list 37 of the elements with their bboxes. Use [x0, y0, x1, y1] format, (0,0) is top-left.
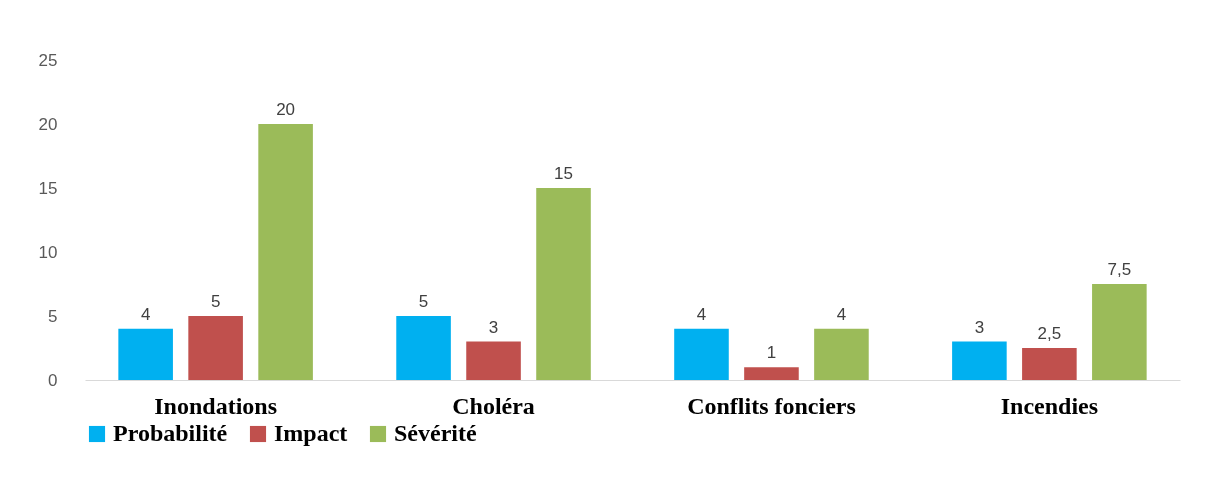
legend-label: Probabilité — [113, 420, 228, 446]
x-tick-label: Conflits fonciers — [687, 392, 856, 419]
bar — [466, 341, 521, 380]
y-tick-label: 20 — [38, 114, 58, 134]
data-label: 4 — [140, 304, 151, 324]
bar — [814, 328, 869, 380]
bar — [396, 316, 451, 380]
x-tick-label: Choléra — [452, 392, 535, 419]
y-tick-label: 15 — [38, 178, 58, 198]
data-label: 5 — [210, 292, 221, 311]
bar — [536, 188, 591, 380]
data-label: 4 — [836, 304, 847, 324]
data-label: 2,5 — [1037, 324, 1062, 343]
bar — [1092, 284, 1147, 380]
bar — [952, 341, 1007, 380]
data-label: 3 — [488, 317, 499, 337]
bar — [118, 328, 173, 380]
y-tick-label: 0 — [48, 370, 58, 390]
bar — [1022, 348, 1077, 380]
data-label: 15 — [554, 164, 573, 183]
bar — [188, 316, 243, 380]
bar — [258, 124, 313, 380]
legend-label: Impact — [274, 420, 348, 446]
x-tick-label: Incendies — [1000, 392, 1099, 419]
data-label: 1 — [766, 343, 777, 363]
y-tick-label: 10 — [38, 242, 58, 262]
legend-label: Sévérité — [394, 420, 477, 446]
bar — [674, 328, 729, 380]
x-tick-label: Inondations — [154, 392, 277, 419]
data-label: 3 — [974, 317, 985, 337]
data-label: 20 — [276, 100, 296, 119]
data-label: 5 — [418, 292, 429, 311]
bar — [744, 367, 799, 380]
y-tick-label: 5 — [48, 306, 58, 326]
data-label: 4 — [696, 304, 707, 324]
data-label: 7,5 — [1107, 260, 1132, 279]
y-tick-label: 25 — [38, 50, 58, 70]
